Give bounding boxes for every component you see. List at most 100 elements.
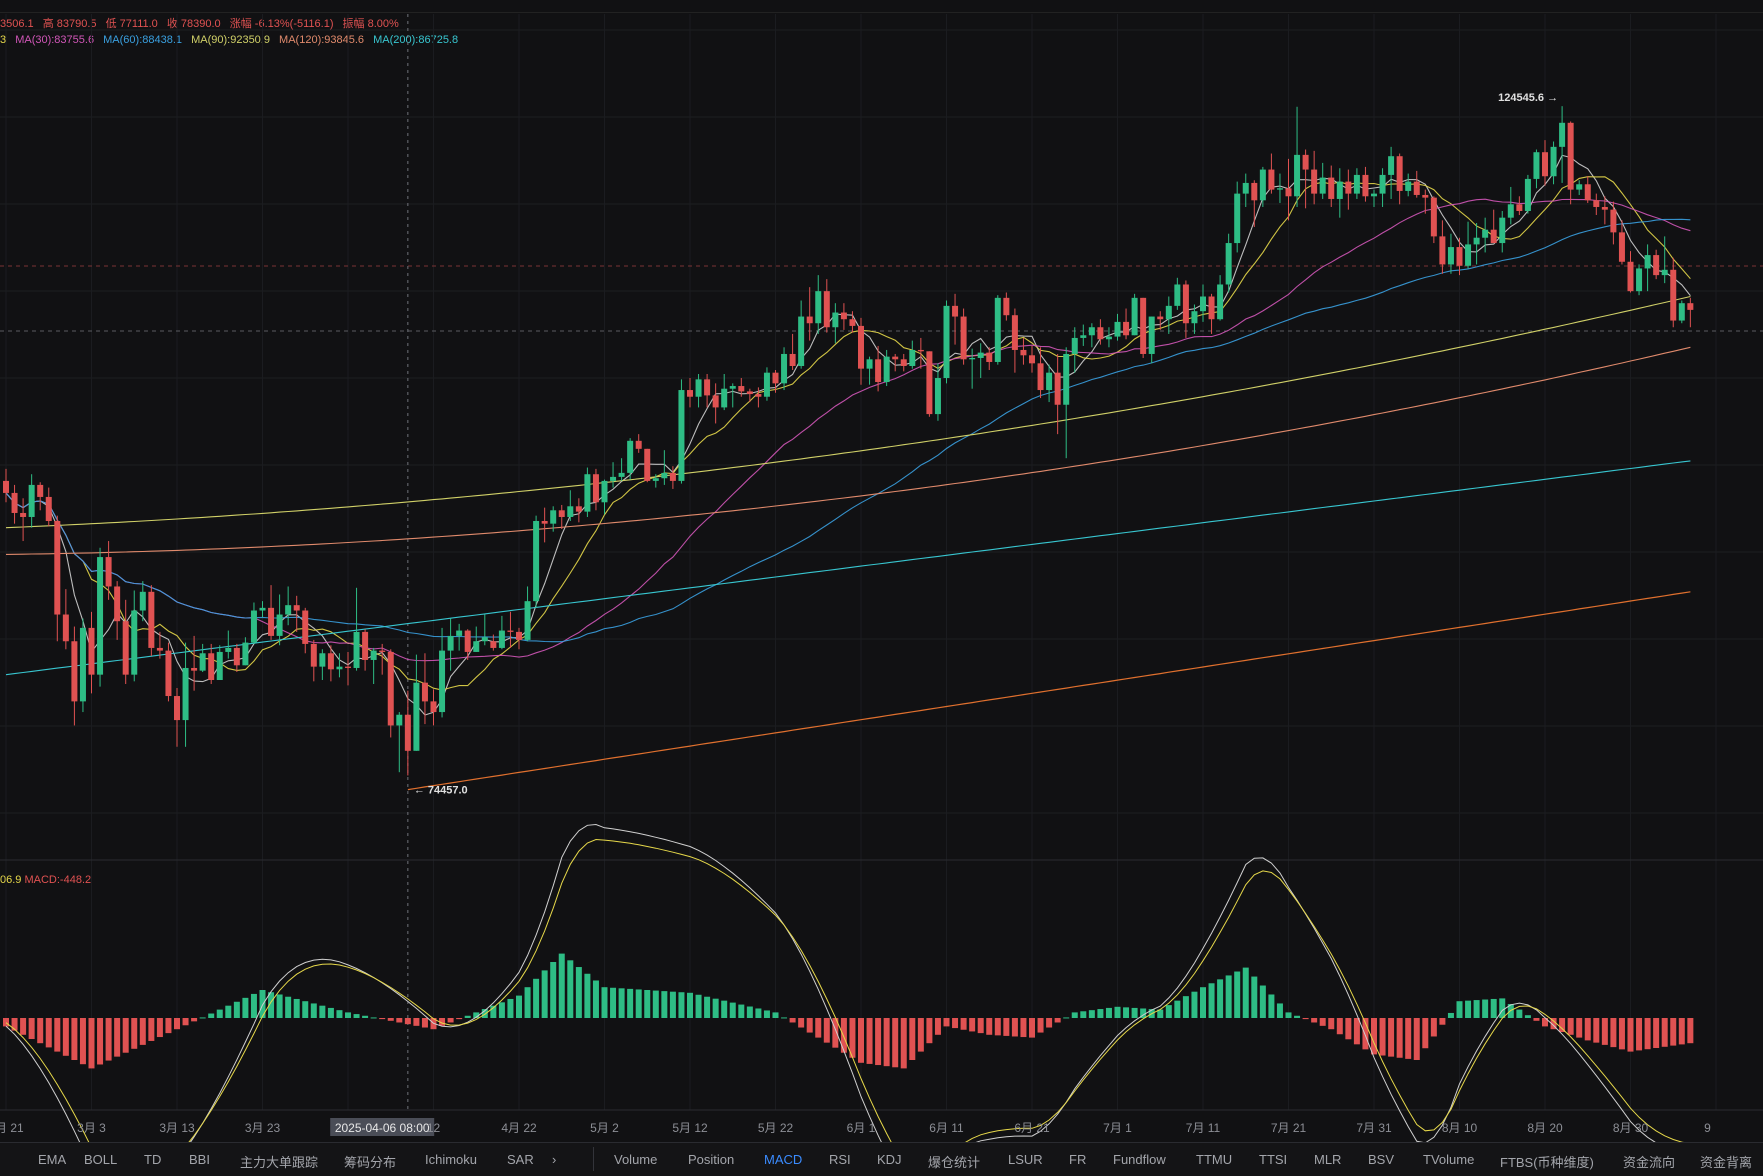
candle-body xyxy=(379,650,386,652)
toolbar-item[interactable]: MLR xyxy=(1314,1152,1342,1167)
chevron-right-icon[interactable]: › xyxy=(552,1152,557,1167)
candle-body xyxy=(481,637,488,642)
candle-body xyxy=(926,351,933,415)
ma200-line xyxy=(5,460,1691,676)
toolbar-item[interactable]: Ichimoku xyxy=(425,1152,478,1167)
candle-body xyxy=(986,352,993,362)
macd-bar xyxy=(1217,979,1224,1018)
macd-bar xyxy=(1533,1018,1540,1021)
candle-body xyxy=(174,696,180,721)
candle-body xyxy=(1336,181,1343,199)
candle-body xyxy=(635,440,642,449)
macd-bar xyxy=(669,991,676,1018)
toolbar-item[interactable]: 筹码分布 xyxy=(344,1155,397,1170)
macd-bar xyxy=(815,1018,822,1038)
macd-bar xyxy=(1465,1000,1472,1018)
candle-body xyxy=(370,650,377,660)
toolbar-item[interactable]: BSV xyxy=(1368,1152,1395,1167)
macd-bar xyxy=(1430,1018,1437,1037)
toolbar-item[interactable]: TTMU xyxy=(1196,1152,1233,1167)
macd-bar xyxy=(1610,1018,1617,1048)
amplitude-value: 振幅 8.00% xyxy=(342,18,399,30)
candle-body xyxy=(618,472,625,477)
candle-body xyxy=(1328,177,1335,199)
macd-bar xyxy=(1174,1000,1181,1018)
candle-body xyxy=(71,641,78,702)
macd-bar xyxy=(1576,1018,1583,1038)
long-ma-line xyxy=(407,591,1691,791)
macd-bar xyxy=(1473,1000,1480,1018)
macd-bar xyxy=(1482,999,1489,1018)
candle-body xyxy=(1174,284,1181,306)
candle-body xyxy=(259,607,266,611)
macd-bar xyxy=(379,1018,386,1020)
macd-bar xyxy=(960,1018,967,1030)
toolbar-item[interactable]: EMA xyxy=(38,1152,67,1167)
candle-body xyxy=(439,650,446,713)
candle-body xyxy=(1302,154,1309,170)
candle-body xyxy=(832,312,839,328)
macd-bar xyxy=(1080,1011,1087,1018)
x-tick-label: 6月 1 xyxy=(847,1121,876,1135)
macd-bar xyxy=(242,997,249,1018)
macd-bar xyxy=(1559,1018,1566,1032)
dea-fragment: 06.9 xyxy=(0,874,22,886)
candle-body xyxy=(1311,169,1318,194)
toolbar-item[interactable]: KDJ xyxy=(877,1152,902,1167)
macd-bar xyxy=(1302,1018,1309,1020)
macd-bar xyxy=(1242,967,1249,1018)
macd-bar xyxy=(285,996,292,1018)
toolbar-item[interactable]: BBI xyxy=(189,1152,210,1167)
toolbar-item[interactable]: 主力大单跟踪 xyxy=(240,1155,319,1170)
candle-body xyxy=(952,305,959,317)
macd-bar xyxy=(789,1018,796,1023)
toolbar-item[interactable]: Position xyxy=(688,1152,735,1167)
macd-bar xyxy=(396,1018,403,1023)
candle-body xyxy=(729,386,736,389)
candle-body xyxy=(1234,193,1241,244)
toolbar-item[interactable]: FTBS(币种维度) xyxy=(1500,1155,1594,1170)
candle-body xyxy=(1020,349,1027,356)
macd-bar xyxy=(1456,1001,1463,1018)
toolbar-item[interactable]: LSUR xyxy=(1008,1152,1043,1167)
macd-bar xyxy=(866,1018,873,1064)
toolbar-item[interactable]: 资金背离 xyxy=(1700,1155,1753,1170)
candle-body xyxy=(1242,182,1249,194)
macd-bar xyxy=(404,1018,411,1025)
x-tick-label: 8月 10 xyxy=(1442,1121,1478,1135)
toolbar-item[interactable]: MACD xyxy=(764,1152,803,1167)
macd-bar xyxy=(259,990,266,1018)
toolbar-item[interactable]: BOLL xyxy=(84,1152,118,1167)
ma200-label: MA(200):86725.8 xyxy=(373,34,459,46)
macd-bar xyxy=(763,1010,770,1018)
macd-bar xyxy=(1618,1018,1625,1050)
candle-body xyxy=(1217,284,1224,320)
toolbar-item[interactable]: Volume xyxy=(614,1152,658,1167)
candle-body xyxy=(755,394,762,397)
candle-body xyxy=(1208,296,1215,320)
toolbar-item[interactable]: 爆仓统计 xyxy=(928,1155,981,1170)
candle-body xyxy=(250,610,257,643)
toolbar-item[interactable]: TTSI xyxy=(1259,1152,1288,1167)
candle-body xyxy=(1063,353,1070,405)
x-tick-label: 7月 11 xyxy=(1186,1121,1221,1135)
candle-body xyxy=(934,378,941,415)
macd-bar xyxy=(541,970,548,1018)
toolbar-item[interactable]: TVolume xyxy=(1423,1152,1475,1167)
macd-bar xyxy=(1670,1018,1677,1046)
toolbar-item[interactable]: 资金流向 xyxy=(1623,1155,1676,1170)
candle-body xyxy=(695,379,702,397)
toolbar-item[interactable]: SAR xyxy=(507,1152,534,1167)
candle-body xyxy=(1661,269,1668,276)
macd-bar xyxy=(191,1018,198,1022)
toolbar-item[interactable]: TD xyxy=(144,1152,162,1167)
candle-body xyxy=(498,630,505,648)
toolbar-item[interactable]: Fundflow xyxy=(1113,1152,1166,1167)
macd-bar xyxy=(832,1018,839,1048)
toolbar-item[interactable]: FR xyxy=(1069,1152,1087,1167)
toolbar-item[interactable]: RSI xyxy=(829,1152,851,1167)
candle-body xyxy=(678,390,685,481)
macd-bar xyxy=(268,992,275,1018)
macd-bar xyxy=(250,993,257,1018)
